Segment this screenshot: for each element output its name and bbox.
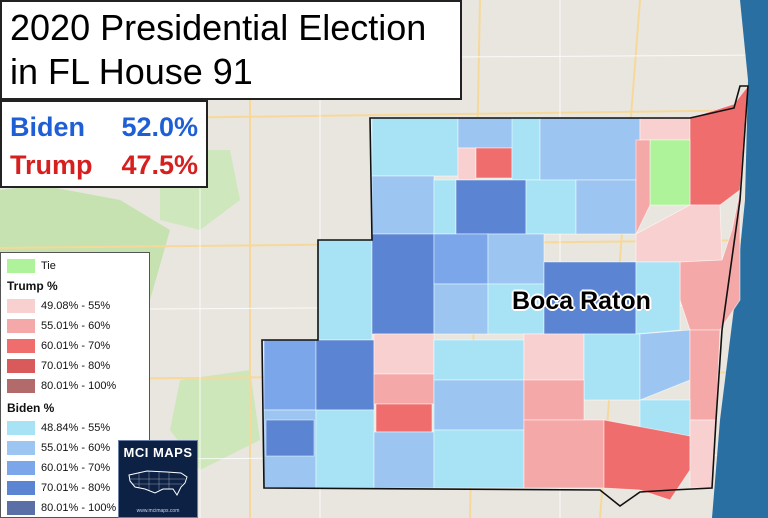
legend-label: 70.01% - 80% <box>41 482 111 494</box>
legend-item-tie: Tie <box>7 259 56 273</box>
legend-item-trump: 49.08% - 55% <box>7 299 110 313</box>
precinct <box>635 261 681 335</box>
legend-label: 60.01% - 70% <box>41 462 111 474</box>
legend-header-trump: Trump % <box>7 279 58 293</box>
precinct <box>433 233 489 285</box>
legend-swatch <box>7 359 35 373</box>
precinct <box>433 429 525 489</box>
precinct <box>315 339 375 411</box>
legend-item-trump: 60.01% - 70% <box>7 339 110 353</box>
result-trump: Trump 47.5% <box>10 146 198 184</box>
legend-swatch <box>7 461 35 475</box>
precinct <box>263 339 317 411</box>
precinct <box>525 179 577 235</box>
precinct <box>539 117 641 181</box>
candidate-percent: 52.0% <box>121 112 198 142</box>
result-biden: Biden 52.0% <box>10 108 198 146</box>
precinct <box>639 117 691 141</box>
legend-label: 48.84% - 55% <box>41 422 111 434</box>
legend-item-biden: 60.01% - 70% <box>7 461 110 475</box>
precinct <box>375 403 433 433</box>
precinct <box>575 179 637 235</box>
candidate-percent: 47.5% <box>121 150 198 180</box>
title-line-2: in FL House 91 <box>10 51 253 92</box>
precinct <box>635 139 651 235</box>
precinct <box>523 379 585 421</box>
logo-url: www.mcimaps.com <box>136 508 180 514</box>
legend-swatch <box>7 339 35 353</box>
precinct-tie <box>649 139 691 206</box>
precinct <box>689 329 721 421</box>
map-legend: Tie Trump % 49.08% - 55% 55.01% - 60% 60… <box>0 252 150 518</box>
legend-swatch <box>7 501 35 515</box>
precinct <box>433 339 525 381</box>
legend-item-biden: 48.84% - 55% <box>7 421 110 435</box>
precinct <box>371 117 459 177</box>
precinct <box>433 179 457 235</box>
precinct <box>457 147 477 181</box>
precinct <box>373 333 435 375</box>
district-boundary <box>261 85 749 507</box>
legend-swatch <box>7 299 35 313</box>
mci-maps-logo: MCI MAPS www.mcimaps.com <box>118 440 198 518</box>
precinct <box>455 179 527 235</box>
precinct <box>523 333 585 381</box>
title-line-1: 2020 Presidential Election <box>10 7 427 48</box>
legend-swatch <box>7 379 35 393</box>
legend-swatch <box>7 481 35 495</box>
legend-label: 60.01% - 70% <box>41 340 111 352</box>
title-box: 2020 Presidential Election in FL House 9… <box>0 0 462 100</box>
candidate-name: Biden <box>10 112 86 142</box>
legend-label: 55.01% - 60% <box>41 320 111 332</box>
legend-swatch <box>7 421 35 435</box>
legend-swatch <box>7 441 35 455</box>
precinct <box>511 117 541 181</box>
precinct <box>265 419 315 457</box>
precinct <box>583 333 641 401</box>
legend-item-trump: 70.01% - 80% <box>7 359 110 373</box>
precinct <box>487 283 545 335</box>
legend-label: 49.08% - 55% <box>41 300 111 312</box>
precinct <box>373 373 435 405</box>
legend-item-trump: 80.01% - 100% <box>7 379 116 393</box>
precinct <box>315 409 375 489</box>
legend-label: 55.01% - 60% <box>41 442 111 454</box>
legend-label: Tie <box>41 260 56 272</box>
legend-item-biden: 80.01% - 100% <box>7 501 116 515</box>
precinct <box>487 233 545 285</box>
legend-label: 80.01% - 100% <box>41 380 117 392</box>
us-map-icon <box>128 470 188 496</box>
precinct <box>523 419 605 489</box>
legend-item-biden: 55.01% - 60% <box>7 441 110 455</box>
candidate-name: Trump <box>10 150 93 180</box>
legend-item-biden: 70.01% - 80% <box>7 481 110 495</box>
legend-label: 70.01% - 80% <box>41 360 111 372</box>
legend-header-biden: Biden % <box>7 401 55 415</box>
precinct <box>373 431 435 489</box>
results-box: Biden 52.0% Trump 47.5% <box>0 100 208 188</box>
precinct <box>475 147 513 179</box>
precincts <box>263 84 749 501</box>
precinct <box>371 233 435 335</box>
legend-swatch <box>7 319 35 333</box>
legend-swatch <box>7 259 35 273</box>
logo-text: MCI MAPS <box>123 445 193 460</box>
precinct <box>317 239 373 341</box>
precinct <box>679 189 741 331</box>
city-label: Boca Raton <box>512 287 651 315</box>
precinct <box>433 283 489 335</box>
legend-item-trump: 55.01% - 60% <box>7 319 110 333</box>
precinct <box>433 379 525 431</box>
legend-label: 80.01% - 100% <box>41 502 117 514</box>
precinct <box>371 175 435 235</box>
